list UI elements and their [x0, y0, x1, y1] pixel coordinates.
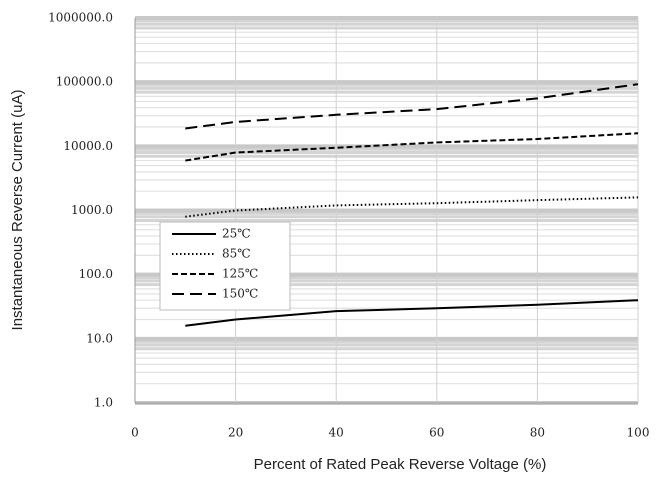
x-axis-label: Percent of Rated Peak Reverse Voltage (%… [254, 456, 547, 473]
series-line [185, 83, 639, 130]
legend-label: 125℃ [222, 267, 258, 281]
series-line [185, 196, 639, 218]
series-line [185, 132, 639, 162]
x-tick-label: 60 [429, 426, 444, 440]
y-tick-label: 1.0 [94, 396, 113, 410]
legend-label: 25℃ [222, 227, 251, 241]
x-tick-label: 80 [530, 426, 545, 440]
x-tick-label: 40 [329, 426, 344, 440]
legend-label: 85℃ [222, 247, 251, 261]
legend-box [159, 221, 291, 311]
y-tick-label: 1000000.0 [48, 11, 113, 25]
y-axis-label: Instantaneous Reverse Current (uA) [9, 90, 26, 331]
y-tick-label: 10000.0 [63, 139, 113, 153]
x-tick-label: 100 [627, 426, 650, 440]
legend-label: 150℃ [222, 287, 258, 301]
y-tick-label: 100000.0 [56, 75, 113, 89]
y-tick-label: 1000.0 [71, 203, 113, 217]
y-tick-label: 100.0 [79, 267, 113, 281]
x-tick-label: 0 [131, 426, 139, 440]
series-line [185, 299, 639, 327]
y-tick-label: 10.0 [86, 331, 113, 345]
x-tick-label: 20 [228, 426, 243, 440]
